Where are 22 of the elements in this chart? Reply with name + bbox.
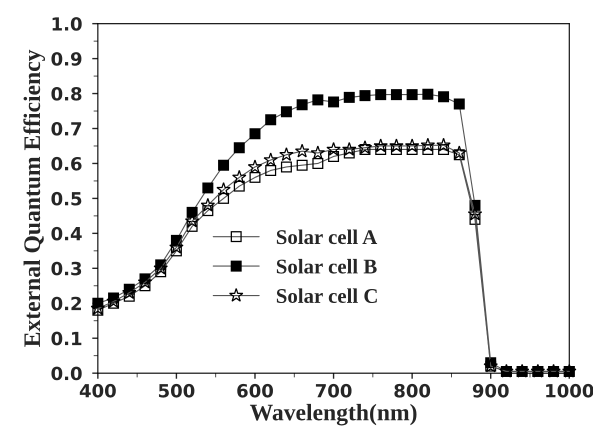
y-tick-label: 0.7 xyxy=(51,122,82,136)
x-tick-label: 400 xyxy=(80,384,116,398)
y-tick-label: 1.0 xyxy=(52,17,82,31)
legend-label: Solar cell B xyxy=(276,258,377,274)
y-axis-title: External Quantum Efficiency xyxy=(23,50,46,347)
y-tick-label: 0.5 xyxy=(51,192,82,206)
y-tick-label: 0.9 xyxy=(51,52,82,66)
y-tick-label: 0.4 xyxy=(51,226,82,240)
y-tick-label: 0.0 xyxy=(51,366,82,380)
y-tick-label: 0.6 xyxy=(51,156,82,171)
x-tick-label: 800 xyxy=(394,384,430,398)
x-axis-title: Wavelength(nm) xyxy=(250,404,416,426)
legend-label: Solar cell C xyxy=(276,288,377,304)
x-tick-label: 900 xyxy=(472,384,509,398)
x-tick-label: 700 xyxy=(316,384,352,398)
y-tick-label: 0.3 xyxy=(51,262,82,276)
y-tick-label: 0.8 xyxy=(51,87,82,101)
y-tick-label: 0.1 xyxy=(51,332,82,346)
legend-label: Solar cell A xyxy=(276,230,378,244)
y-tick-label: 0.2 xyxy=(51,296,81,310)
x-tick-label: 600 xyxy=(237,384,273,398)
x-tick-label: 500 xyxy=(158,384,194,398)
